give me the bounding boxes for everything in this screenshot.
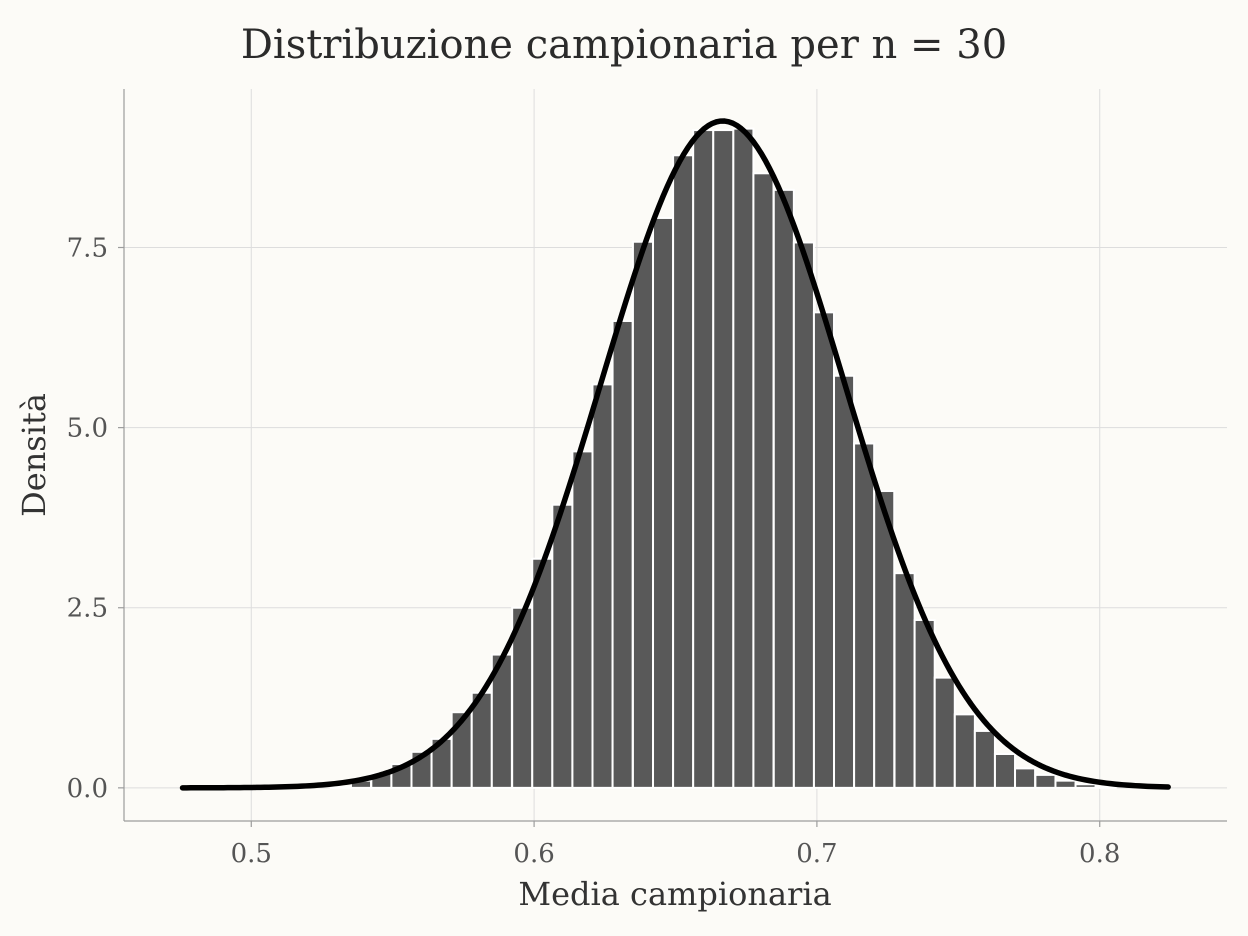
histogram-bar-38 bbox=[1094, 785, 1117, 789]
histogram-bar-23 bbox=[792, 241, 815, 789]
histogram-bar-28 bbox=[893, 572, 916, 789]
histogram-bar-36 bbox=[1054, 779, 1077, 789]
histogram-bar-17 bbox=[672, 154, 695, 789]
y-tick-label-0: 0.0 bbox=[67, 774, 108, 804]
histogram-bar-13 bbox=[591, 383, 614, 789]
tick-labels: 0.5 0.6 0.7 0.8 0.0 2.5 5.0 7.5 bbox=[67, 234, 1121, 869]
histogram-bar-35 bbox=[1034, 773, 1057, 789]
y-tick-label-3: 7.5 bbox=[67, 234, 108, 264]
histogram-bar-14 bbox=[611, 319, 634, 789]
y-tick-label-2: 5.0 bbox=[67, 414, 108, 444]
x-tick-label-1: 0.6 bbox=[513, 839, 554, 869]
histogram-bar-37 bbox=[1074, 783, 1097, 789]
histogram-bar-34 bbox=[1014, 767, 1037, 789]
x-tick-label-0: 0.5 bbox=[231, 839, 272, 869]
histogram-bar-20 bbox=[732, 127, 755, 789]
histogram-bar-15 bbox=[631, 240, 655, 789]
chart-title: Distribuzione campionaria per n = 30 bbox=[241, 22, 1007, 68]
x-tick-label-2: 0.7 bbox=[796, 839, 837, 869]
x-axis-title: Media campionaria bbox=[518, 875, 831, 913]
histogram-bars bbox=[329, 127, 1117, 789]
x-tick-label-3: 0.8 bbox=[1079, 839, 1120, 869]
histogram-bar-10 bbox=[531, 557, 554, 789]
histogram-bar-30 bbox=[933, 676, 956, 789]
histogram-bar-29 bbox=[913, 618, 936, 789]
histogram-bar-26 bbox=[853, 442, 876, 789]
density-curve-group bbox=[179, 118, 1171, 791]
y-axis-title: Densità bbox=[15, 393, 53, 517]
axes bbox=[118, 89, 1227, 827]
histogram-bar-11 bbox=[551, 503, 574, 789]
histogram-bar-32 bbox=[973, 729, 996, 789]
histogram-bar-24 bbox=[812, 311, 836, 789]
histogram-bar-12 bbox=[571, 450, 594, 789]
histogram-bar-33 bbox=[993, 752, 1017, 789]
histogram-bar-25 bbox=[833, 374, 856, 789]
histogram-bar-16 bbox=[652, 216, 675, 789]
histogram-bar-0 bbox=[329, 786, 352, 789]
histogram-bar-22 bbox=[772, 188, 795, 789]
histogram-bar-19 bbox=[712, 129, 735, 789]
histogram-bar-18 bbox=[692, 129, 715, 789]
y-tick-label-1: 2.5 bbox=[67, 594, 108, 624]
histogram-bar-31 bbox=[953, 713, 976, 789]
histogram-bar-21 bbox=[752, 172, 775, 789]
normal-density-curve bbox=[179, 118, 1171, 791]
